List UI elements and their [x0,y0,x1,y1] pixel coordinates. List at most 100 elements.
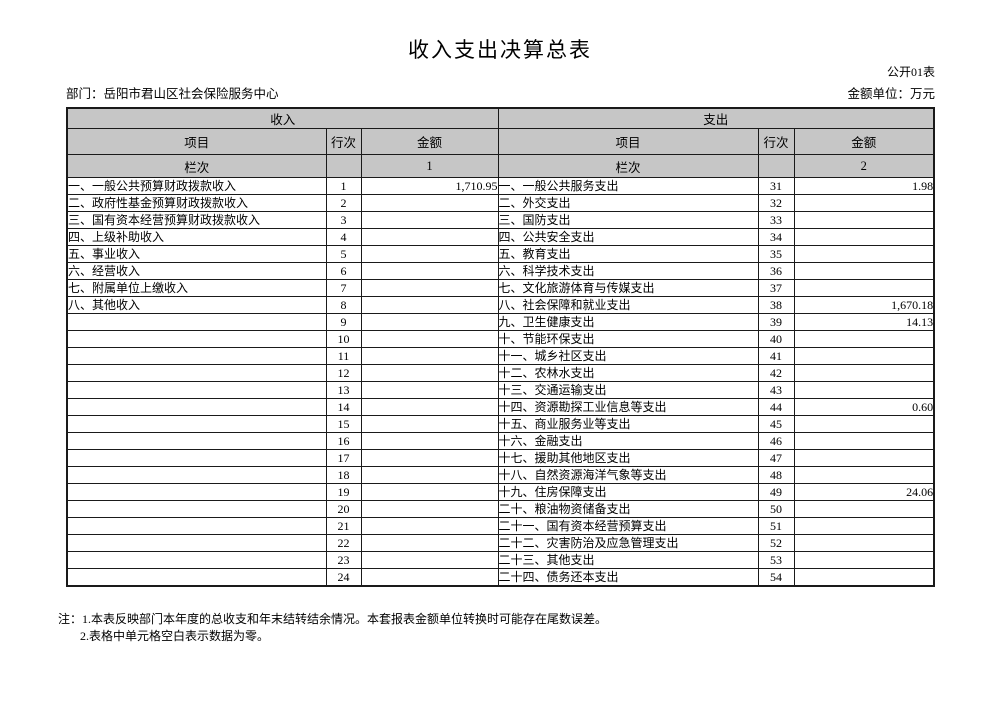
income-amount-cell [360,568,499,587]
income-amount-cell [360,364,499,382]
expense-line-cell: 48 [757,466,795,484]
income-item-cell [66,551,327,569]
expense-amount-cell: 1,670.18 [793,296,935,314]
expense-line-cell: 36 [757,262,795,280]
expense-item-cell: 十三、交通运输支出 [497,381,759,399]
table-row: 七、附属单位上缴收入 7 七、文化旅游体育与传媒支出 37 [66,279,935,297]
income-amount-cell [360,381,499,399]
expense-line-cell: 33 [757,211,795,229]
table-row: 10 十、节能环保支出 40 [66,330,935,348]
income-lanci-label: 栏次 [66,154,327,178]
income-line-header: 行次 [325,128,362,155]
note-line-1: 注：1.本表反映部门本年度的总收支和年末结转结余情况。本套报表金额单位转换时可能… [58,612,608,626]
column-header-row: 项目 行次 金额 项目 行次 金额 [66,128,935,155]
table-row: 24 二十四、债务还本支出 54 [66,568,935,587]
income-item-cell [66,500,327,518]
income-line-cell: 23 [325,551,362,569]
income-amount-cell [360,517,499,535]
income-line-cell: 22 [325,534,362,552]
table-row: 22 二十二、灾害防治及应急管理支出 52 [66,534,935,552]
income-line-cell: 19 [325,483,362,501]
expense-amount-cell [793,500,935,518]
table-row: 19 十九、住房保障支出 49 24.06 [66,483,935,501]
income-item-cell [66,466,327,484]
income-amount-cell [360,551,499,569]
income-amount-cell [360,466,499,484]
unit-label: 金额单位：万元 [847,87,935,101]
page-title: 收入支出决算总表 [408,38,592,62]
income-lanci-line-blank [325,154,362,178]
expense-amount-cell [793,534,935,552]
table-row: 五、事业收入 5 五、教育支出 35 [66,245,935,263]
expense-item-header: 项目 [497,128,759,155]
income-item-cell: 一、一般公共预算财政拨款收入 [66,177,327,195]
expense-amount-cell [793,466,935,484]
table-row: 21 二十一、国有资本经营预算支出 51 [66,517,935,535]
expense-lanci-label: 栏次 [497,154,759,178]
expense-amount-cell [793,449,935,467]
expense-amount-cell [793,245,935,263]
income-line-cell: 14 [325,398,362,416]
table-row: 六、经营收入 6 六、科学技术支出 36 [66,262,935,280]
income-item-cell [66,347,327,365]
income-item-cell [66,483,327,501]
table-body: 一、一般公共预算财政拨款收入 1 1,710.95 一、一般公共服务支出 31 1.98 二… [66,177,935,587]
income-amount-cell [360,500,499,518]
income-line-cell: 3 [325,211,362,229]
expense-item-cell: 九、卫生健康支出 [497,313,759,331]
table-row: 三、国有资本经营预算财政拨款收入 3 三、国防支出 33 [66,211,935,229]
expense-item-cell: 十一、城乡社区支出 [497,347,759,365]
income-line-cell: 20 [325,500,362,518]
income-amount-cell [360,330,499,348]
income-col-index: 1 [360,154,499,178]
expense-amount-cell: 0.60 [793,398,935,416]
expense-amount-header: 金额 [793,128,935,155]
expense-line-cell: 44 [757,398,795,416]
expense-line-cell: 45 [757,415,795,433]
income-amount-cell [360,279,499,297]
expense-col-index: 2 [793,154,935,178]
income-line-cell: 17 [325,449,362,467]
income-amount-cell [360,194,499,212]
expense-amount-cell [793,381,935,399]
income-line-cell: 13 [325,381,362,399]
expense-line-cell: 38 [757,296,795,314]
income-line-cell: 7 [325,279,362,297]
expense-item-cell: 十二、农林水支出 [497,364,759,382]
expense-item-cell: 十七、援助其他地区支出 [497,449,759,467]
income-amount-cell [360,398,499,416]
expense-item-cell: 四、公共安全支出 [497,228,759,246]
expense-amount-cell [793,330,935,348]
expense-line-cell: 31 [757,177,795,195]
income-item-cell: 六、经营收入 [66,262,327,280]
expense-amount-cell [793,432,935,450]
expense-amount-cell [793,279,935,297]
table-row: 二、政府性基金预算财政拨款收入 2 二、外交支出 32 [66,194,935,212]
expense-amount-cell [793,551,935,569]
table-row: 9 九、卫生健康支出 39 14.13 [66,313,935,331]
income-amount-cell [360,296,499,314]
table-row: 20 二十、粮油物资储备支出 50 [66,500,935,518]
income-item-cell: 四、上级补助收入 [66,228,327,246]
expense-line-cell: 37 [757,279,795,297]
expense-line-cell: 34 [757,228,795,246]
section-header-row: 收入 支出 [66,107,935,129]
income-line-cell: 15 [325,415,362,433]
expense-line-cell: 49 [757,483,795,501]
column-index-row: 栏次 1 栏次 2 [66,154,935,178]
expense-item-cell: 五、教育支出 [497,245,759,263]
expense-item-cell: 二十一、国有资本经营预算支出 [497,517,759,535]
summary-table: 收入 支出 项目 行次 金额 项目 行次 金额 栏次 1 栏次 2 一、一般公共… [66,107,936,587]
income-amount-cell [360,313,499,331]
expense-line-cell: 39 [757,313,795,331]
income-item-cell: 五、事业收入 [66,245,327,263]
expense-amount-cell: 24.06 [793,483,935,501]
income-item-cell: 二、政府性基金预算财政拨款收入 [66,194,327,212]
income-item-cell [66,330,327,348]
expense-lanci-line-blank [757,154,795,178]
expense-item-cell: 十五、商业服务业等支出 [497,415,759,433]
income-item-cell [66,432,327,450]
department-label: 部门：岳阳市君山区社会保险服务中心 [66,87,279,101]
expense-item-cell: 十八、自然资源海洋气象等支出 [497,466,759,484]
income-item-cell: 八、其他收入 [66,296,327,314]
